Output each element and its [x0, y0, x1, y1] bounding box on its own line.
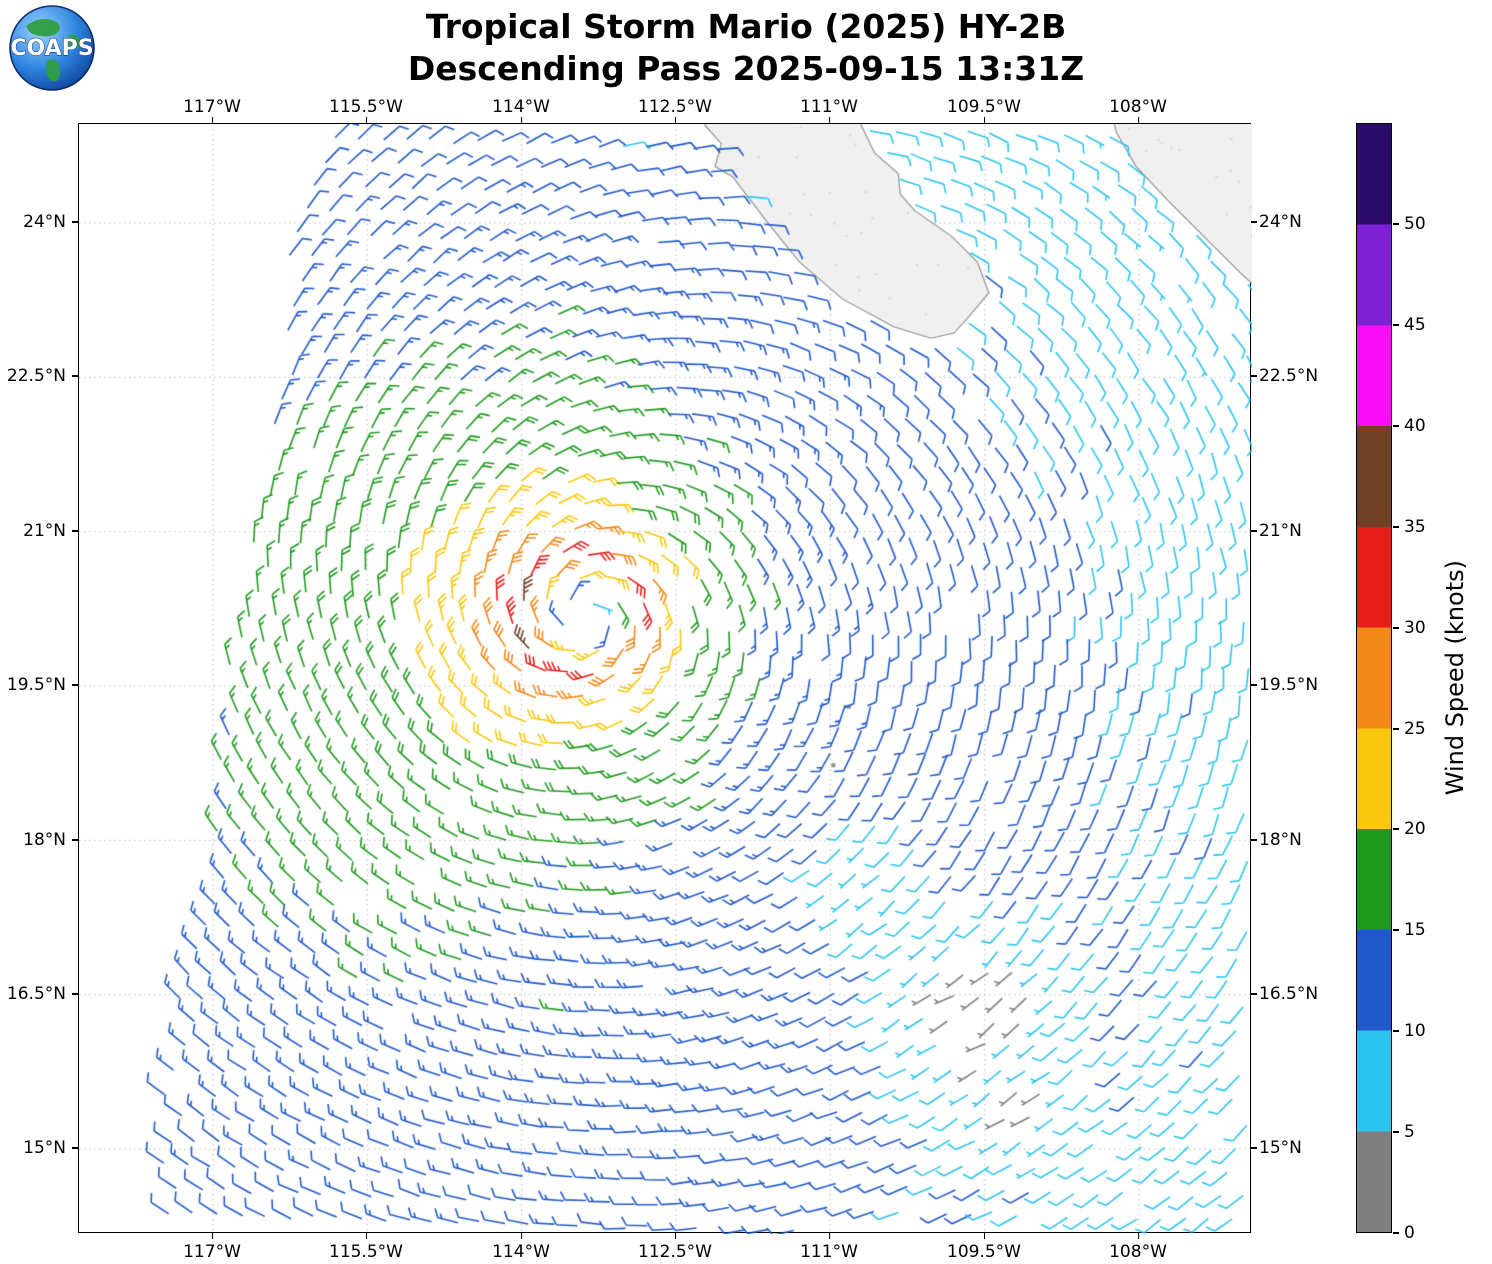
lat-tick-label: 15°N — [0, 1137, 78, 1159]
lon-tick-label: 112.5°W — [638, 97, 712, 123]
wind-barb-map-canvas — [79, 124, 1252, 1234]
lon-tick-label: 109.5°W — [947, 97, 1021, 123]
lon-tick-label: 114°W — [492, 1233, 550, 1262]
land-shape-east — [67, 34, 81, 49]
plot-title: Tropical Storm Mario (2025) HY-2B Descen… — [0, 6, 1492, 90]
lon-tick-label: 115.5°W — [329, 1233, 403, 1262]
coaps-logo: COAPS — [9, 5, 95, 91]
plot-title-line1: Tropical Storm Mario (2025) HY-2B — [425, 7, 1067, 46]
colorbar-tick-label: 35 — [1393, 517, 1426, 537]
lat-tick-label: 22.5°N — [1250, 366, 1319, 386]
lat-tick-label: 18°N — [1251, 830, 1302, 850]
colorbar-tick-label: 0 — [1393, 1223, 1415, 1243]
lon-tick-label: 114°W — [492, 97, 550, 123]
colorbar-axis-label-text: Wind Speed (knots) — [1441, 560, 1469, 796]
colorbar-tick-label: 15 — [1393, 920, 1426, 940]
colorbar-tick-label: 10 — [1393, 1021, 1426, 1041]
logo-text: COAPS — [10, 36, 93, 61]
lon-tick-label: 111°W — [800, 97, 858, 123]
lon-tick-label: 108°W — [1109, 97, 1167, 123]
lon-tick-label: 109.5°W — [947, 1233, 1021, 1262]
lat-tick-label: 24°N — [1251, 212, 1302, 232]
colorbar-axis-label: Wind Speed (knots) — [1438, 123, 1472, 1233]
lon-tick-label: 115.5°W — [329, 97, 403, 123]
colorbar-tick-label: 40 — [1393, 416, 1426, 436]
colorbar-tick-label: 50 — [1393, 214, 1426, 234]
lat-tick-label: 16.5°N — [1250, 984, 1319, 1004]
lat-tick-label: 22.5°N — [0, 365, 78, 387]
plot-title-line2: Descending Pass 2025-09-15 13:31Z — [407, 48, 1085, 88]
colorbar — [1356, 123, 1392, 1233]
lat-tick-label: 19.5°N — [0, 674, 78, 696]
lat-tick-label: 18°N — [0, 829, 78, 851]
lat-tick-label: 16.5°N — [0, 983, 78, 1005]
map-plot-area — [78, 123, 1252, 1234]
colorbar-tick-label: 25 — [1393, 719, 1426, 739]
colorbar-tick-label: 5 — [1393, 1122, 1415, 1142]
lon-tick-label: 112.5°W — [638, 1233, 712, 1262]
lat-tick-label: 24°N — [0, 211, 78, 233]
colorbar-tick-label: 20 — [1393, 819, 1426, 839]
lat-tick-label: 21°N — [1251, 521, 1302, 541]
lon-tick-label: 111°W — [800, 1233, 858, 1262]
land-shape-south — [45, 59, 61, 82]
lat-tick-label: 21°N — [0, 520, 78, 542]
colorbar-tick-label: 45 — [1393, 315, 1426, 335]
lat-tick-label: 15°N — [1251, 1138, 1302, 1158]
lon-tick-label: 108°W — [1109, 1233, 1167, 1262]
colorbar-gradient — [1357, 124, 1391, 1232]
lat-tick-label: 19.5°N — [1250, 675, 1319, 695]
lon-tick-label: 117°W — [183, 1233, 241, 1262]
land-shape-north — [26, 18, 60, 37]
lon-tick-label: 117°W — [183, 97, 241, 123]
colorbar-tick-label: 30 — [1393, 618, 1426, 638]
